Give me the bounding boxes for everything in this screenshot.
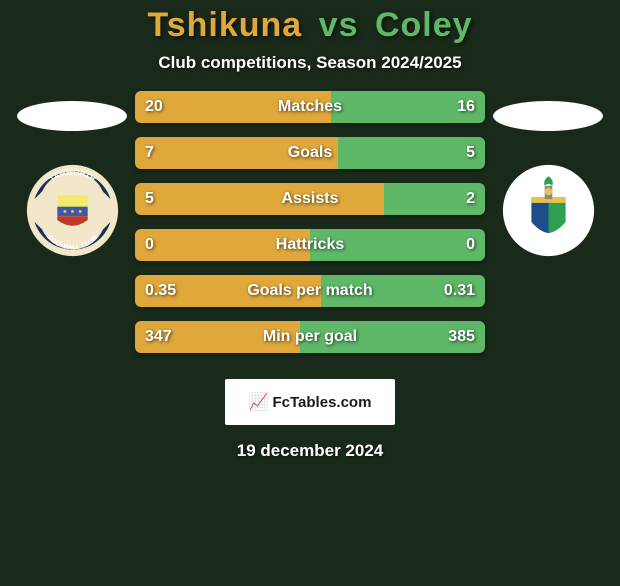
- left-name-oval: [17, 101, 127, 131]
- comparison-infographic: Tshikuna vs Coley Club competitions, Sea…: [0, 6, 620, 586]
- main-area: TAMWORTH FOOTBALL CLUB 2016Matches75Goal…: [0, 91, 620, 367]
- title: Tshikuna vs Coley: [0, 6, 620, 45]
- bar-right: [338, 137, 485, 169]
- stat-value-right: 2: [466, 183, 475, 215]
- left-club-crest: TAMWORTH FOOTBALL CLUB: [25, 163, 120, 258]
- stat-row: 347 385 Min per goal: [135, 321, 485, 353]
- footer-site: FcTables.com: [273, 394, 372, 411]
- title-player1: Tshikuna: [147, 6, 302, 44]
- stat-row: 0.35 0.31 Goals per match: [135, 275, 485, 307]
- stat-value-left: 7: [145, 137, 154, 169]
- stat-value-right: 0: [466, 229, 475, 261]
- subtitle: Club competitions, Season 2024/2025: [0, 53, 620, 73]
- stat-row: 0 0 Hattricks: [135, 229, 485, 261]
- right-name-oval: [493, 101, 603, 131]
- bar-left: [135, 183, 384, 215]
- date-label: 19 december 2024: [0, 441, 620, 461]
- stat-label: Min per goal: [263, 321, 357, 353]
- stat-value-left: 0: [145, 229, 154, 261]
- stat-row: 20 16 Matches: [135, 91, 485, 123]
- tamworth-crest-svg: TAMWORTH FOOTBALL CLUB: [25, 163, 120, 258]
- title-vs: vs: [319, 6, 359, 44]
- stat-row: 7 5 Goals: [135, 137, 485, 169]
- stat-value-right: 5: [466, 137, 475, 169]
- stat-label: Hattricks: [276, 229, 344, 261]
- title-player2: Coley: [375, 6, 473, 44]
- stat-value-right: 0.31: [444, 275, 475, 307]
- left-side: TAMWORTH FOOTBALL CLUB: [17, 91, 127, 258]
- stat-row: 5 2 Assists: [135, 183, 485, 215]
- stat-value-left: 347: [145, 321, 172, 353]
- stats-column: 20 16 Matches 7 5 Goals 5 2 Assists 0 0 Hattricks 0.…: [135, 91, 485, 367]
- chart-icon: 📈: [249, 392, 269, 412]
- stat-label: Goals: [288, 137, 332, 169]
- sutton-crest-svg: [501, 163, 596, 258]
- stat-label: Goals per match: [247, 275, 372, 307]
- footer-badge: 📈 FcTables.com: [225, 379, 395, 425]
- right-side: [493, 91, 603, 258]
- right-club-crest: [501, 163, 596, 258]
- stat-label: Matches: [278, 91, 342, 123]
- stat-value-right: 16: [457, 91, 475, 123]
- stat-label: Assists: [282, 183, 339, 215]
- stat-value-left: 5: [145, 183, 154, 215]
- stat-value-left: 20: [145, 91, 163, 123]
- stat-value-left: 0.35: [145, 275, 176, 307]
- stat-value-right: 385: [448, 321, 475, 353]
